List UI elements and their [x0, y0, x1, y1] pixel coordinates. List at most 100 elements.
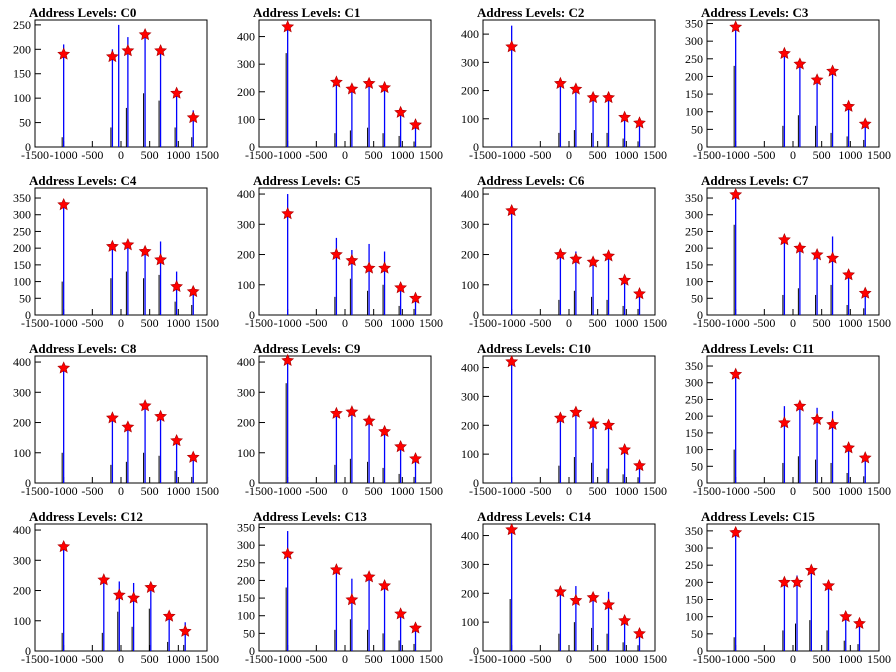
peak-marker — [329, 563, 343, 576]
x-tick-label: 1500 — [195, 316, 219, 330]
peak-marker — [378, 578, 392, 592]
y-tick-label: 0 — [249, 308, 255, 322]
peak-marker — [121, 238, 135, 251]
x-tick-label: 0 — [342, 484, 348, 498]
y-tick-label: 350 — [237, 521, 255, 535]
x-tick-label: -1000 — [722, 652, 750, 666]
peak-marker — [842, 441, 855, 454]
y-tick-label: 300 — [237, 538, 255, 552]
y-tick-label: 400 — [237, 355, 255, 369]
y-tick-label: 100 — [685, 275, 703, 289]
peak-marker — [138, 27, 152, 41]
chart-panel-c14: Address Levels: C14 0 100 200 300 400 -1500 -10… — [461, 509, 667, 666]
y-tick-label: 300 — [237, 217, 255, 231]
x-tick-label: -1500 — [469, 484, 497, 498]
x-tick-label: 0 — [342, 652, 348, 666]
x-tick-label: -500 — [305, 148, 327, 162]
y-tick-label: 200 — [13, 42, 31, 56]
chart-title: Address Levels: C2 — [477, 5, 584, 20]
peak-marker — [178, 624, 192, 637]
chart-panel-c15: Address Levels: C15 0 50 100 150 200 250 300 350… — [685, 509, 891, 666]
y-tick-label: 100 — [461, 278, 479, 292]
y-tick-label: 250 — [685, 224, 703, 238]
peak-marker — [842, 99, 856, 112]
y-tick-label: 200 — [461, 84, 479, 98]
y-tick-label: 300 — [685, 376, 703, 390]
y-tick-label: 0 — [697, 644, 703, 658]
y-tick-label: 200 — [13, 584, 31, 598]
peak-marker — [345, 253, 359, 266]
y-tick-label: 250 — [685, 558, 703, 572]
y-tick-label: 200 — [685, 69, 703, 83]
x-tick-label: -500 — [753, 652, 775, 666]
x-tick-label: 500 — [365, 652, 383, 666]
y-tick-label: 100 — [461, 615, 479, 629]
peak-marker — [362, 261, 376, 274]
y-tick-label: 250 — [685, 52, 703, 66]
peak-marker — [106, 239, 119, 252]
peak-marker — [127, 591, 141, 604]
y-tick-label: 200 — [237, 85, 255, 99]
y-tick-label: 0 — [25, 140, 31, 154]
x-tick-label: 1500 — [419, 652, 443, 666]
peak-marker — [505, 203, 519, 217]
peak-marker — [378, 80, 392, 94]
x-tick-label: 1000 — [390, 484, 414, 498]
chart-title: Address Levels: C0 — [29, 5, 136, 20]
y-tick-label: 400 — [237, 187, 255, 201]
peak-marker — [569, 252, 583, 265]
peak-marker — [144, 580, 158, 594]
x-tick-label: -1500 — [21, 316, 49, 330]
y-tick-label: 200 — [237, 573, 255, 587]
peak-marker — [505, 40, 519, 53]
x-tick-label: 1000 — [166, 316, 190, 330]
peak-marker — [804, 563, 818, 576]
peak-marker — [729, 187, 743, 201]
y-tick-label: 100 — [685, 105, 703, 119]
x-tick-label: -500 — [81, 316, 103, 330]
plot-frame — [706, 187, 880, 316]
peak-marker — [586, 590, 600, 604]
peak-marker — [553, 585, 567, 598]
x-tick-label: -1000 — [50, 652, 78, 666]
x-tick-label: -500 — [529, 484, 551, 498]
y-tick-label: 100 — [13, 614, 31, 628]
x-tick-label: -1000 — [722, 148, 750, 162]
y-tick-label: 250 — [685, 392, 703, 406]
peak-marker — [162, 609, 176, 622]
peak-marker — [554, 76, 567, 90]
peak-marker — [378, 424, 392, 438]
chart-panel-c8: Address Levels: C8 0 100 200 300 400 -1500 -100… — [13, 341, 219, 498]
y-tick-label: 50 — [19, 291, 31, 305]
x-tick-label: 1500 — [419, 484, 443, 498]
y-tick-label: 300 — [685, 208, 703, 222]
x-tick-label: -1500 — [469, 148, 497, 162]
peak-marker — [409, 452, 422, 465]
chart-title: Address Levels: C3 — [701, 5, 809, 20]
x-tick-label: 1000 — [614, 652, 638, 666]
peak-marker — [553, 247, 567, 261]
x-tick-label: -1500 — [693, 148, 721, 162]
x-tick-label: 1000 — [390, 148, 414, 162]
x-tick-label: 0 — [118, 316, 124, 330]
peak-marker — [112, 588, 126, 601]
x-tick-label: 1000 — [614, 148, 638, 162]
chart-panel-c4: Address Levels: C4 0 50 100 150 200 250 300 350 -… — [13, 173, 219, 330]
peak-marker — [329, 75, 343, 88]
y-tick-label: 200 — [461, 418, 479, 432]
chart-panel-c3: Address Levels: C3 0 50 100 150 200 250 300 350 -… — [685, 5, 891, 162]
peak-marker — [57, 539, 71, 553]
y-tick-label: 200 — [685, 241, 703, 255]
peak-marker — [170, 433, 184, 447]
y-tick-label: 0 — [473, 308, 479, 322]
peak-marker — [778, 233, 791, 246]
y-tick-label: 300 — [237, 385, 255, 399]
y-tick-label: 0 — [473, 476, 479, 490]
chart-panel-c11: Address Levels: C11 0 50 100 150 200 250 300 350… — [685, 341, 891, 498]
y-tick-label: 300 — [13, 553, 31, 567]
y-tick-label: 200 — [461, 248, 479, 262]
plot-frame — [482, 19, 656, 148]
peak-marker — [633, 458, 646, 472]
chart-panel-c5: Address Levels: C5 0 100 200 300 400 -1500 -100… — [237, 173, 443, 330]
x-tick-label: 1000 — [390, 652, 414, 666]
